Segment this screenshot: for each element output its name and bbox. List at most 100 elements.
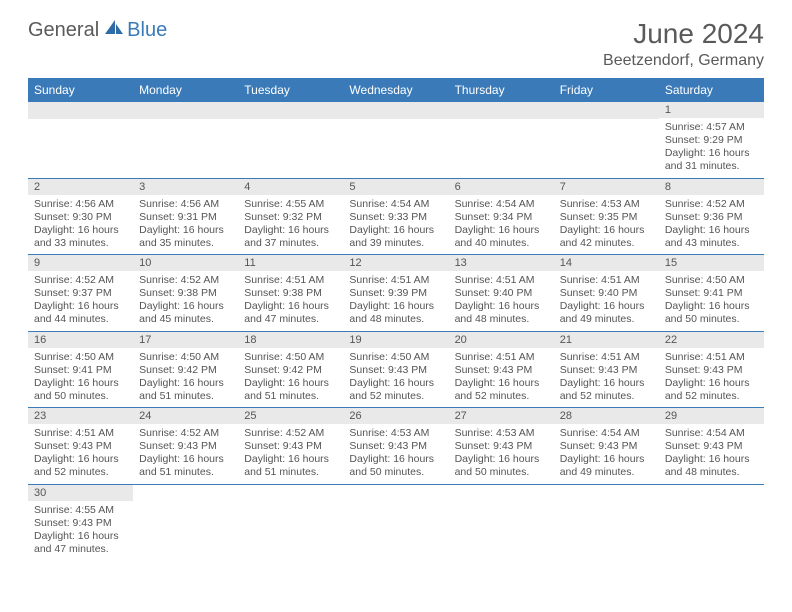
- empty-day-bar: [343, 102, 448, 119]
- calendar-cell: 9Sunrise: 4:52 AMSunset: 9:37 PMDaylight…: [28, 255, 133, 332]
- calendar-cell: 8Sunrise: 4:52 AMSunset: 9:36 PMDaylight…: [659, 178, 764, 255]
- calendar-cell: 26Sunrise: 4:53 AMSunset: 9:43 PMDayligh…: [343, 408, 448, 485]
- weekday-header: Wednesday: [343, 78, 448, 102]
- month-title: June 2024: [603, 18, 764, 50]
- day-number: 5: [343, 179, 448, 195]
- day-details: Sunrise: 4:52 AMSunset: 9:43 PMDaylight:…: [238, 424, 343, 484]
- day-number: 20: [449, 332, 554, 348]
- day-number: 17: [133, 332, 238, 348]
- day-details: Sunrise: 4:57 AMSunset: 9:29 PMDaylight:…: [659, 118, 764, 178]
- logo-text-general: General: [28, 19, 99, 42]
- day-details: Sunrise: 4:53 AMSunset: 9:43 PMDaylight:…: [449, 424, 554, 484]
- calendar-cell: 30Sunrise: 4:55 AMSunset: 9:43 PMDayligh…: [28, 484, 133, 560]
- day-details: Sunrise: 4:55 AMSunset: 9:43 PMDaylight:…: [28, 501, 133, 561]
- day-number: 4: [238, 179, 343, 195]
- title-block: June 2024 Beetzendorf, Germany: [603, 18, 764, 70]
- day-details: Sunrise: 4:54 AMSunset: 9:33 PMDaylight:…: [343, 195, 448, 255]
- calendar-cell: 12Sunrise: 4:51 AMSunset: 9:39 PMDayligh…: [343, 255, 448, 332]
- calendar-cell: 13Sunrise: 4:51 AMSunset: 9:40 PMDayligh…: [449, 255, 554, 332]
- calendar-cell: 23Sunrise: 4:51 AMSunset: 9:43 PMDayligh…: [28, 408, 133, 485]
- day-details: Sunrise: 4:50 AMSunset: 9:41 PMDaylight:…: [28, 348, 133, 408]
- calendar-row: 16Sunrise: 4:50 AMSunset: 9:41 PMDayligh…: [28, 331, 764, 408]
- day-number: 8: [659, 179, 764, 195]
- calendar-cell: 6Sunrise: 4:54 AMSunset: 9:34 PMDaylight…: [449, 178, 554, 255]
- day-number: 19: [343, 332, 448, 348]
- calendar-cell: 1Sunrise: 4:57 AMSunset: 9:29 PMDaylight…: [659, 102, 764, 178]
- day-details: Sunrise: 4:51 AMSunset: 9:43 PMDaylight:…: [449, 348, 554, 408]
- calendar-cell: [133, 102, 238, 178]
- day-details: Sunrise: 4:54 AMSunset: 9:34 PMDaylight:…: [449, 195, 554, 255]
- day-details: Sunrise: 4:50 AMSunset: 9:41 PMDaylight:…: [659, 271, 764, 331]
- day-details: Sunrise: 4:55 AMSunset: 9:32 PMDaylight:…: [238, 195, 343, 255]
- calendar-cell: 3Sunrise: 4:56 AMSunset: 9:31 PMDaylight…: [133, 178, 238, 255]
- weekday-header: Saturday: [659, 78, 764, 102]
- day-details: Sunrise: 4:54 AMSunset: 9:43 PMDaylight:…: [659, 424, 764, 484]
- day-number: 21: [554, 332, 659, 348]
- day-number: 27: [449, 408, 554, 424]
- day-details: Sunrise: 4:52 AMSunset: 9:38 PMDaylight:…: [133, 271, 238, 331]
- calendar-cell: [238, 484, 343, 560]
- day-details: Sunrise: 4:51 AMSunset: 9:38 PMDaylight:…: [238, 271, 343, 331]
- day-number: 18: [238, 332, 343, 348]
- calendar-cell: [343, 484, 448, 560]
- calendar-row: 9Sunrise: 4:52 AMSunset: 9:37 PMDaylight…: [28, 255, 764, 332]
- calendar-cell: [28, 102, 133, 178]
- day-details: Sunrise: 4:50 AMSunset: 9:42 PMDaylight:…: [133, 348, 238, 408]
- calendar-cell: 19Sunrise: 4:50 AMSunset: 9:43 PMDayligh…: [343, 331, 448, 408]
- day-details: Sunrise: 4:51 AMSunset: 9:43 PMDaylight:…: [659, 348, 764, 408]
- day-details: Sunrise: 4:50 AMSunset: 9:42 PMDaylight:…: [238, 348, 343, 408]
- calendar-cell: 16Sunrise: 4:50 AMSunset: 9:41 PMDayligh…: [28, 331, 133, 408]
- day-details: Sunrise: 4:52 AMSunset: 9:36 PMDaylight:…: [659, 195, 764, 255]
- empty-day-bar: [238, 102, 343, 119]
- calendar-cell: 5Sunrise: 4:54 AMSunset: 9:33 PMDaylight…: [343, 178, 448, 255]
- day-details: Sunrise: 4:51 AMSunset: 9:43 PMDaylight:…: [28, 424, 133, 484]
- weekday-header: Thursday: [449, 78, 554, 102]
- calendar-cell: [449, 102, 554, 178]
- calendar-cell: [449, 484, 554, 560]
- calendar-table: SundayMondayTuesdayWednesdayThursdayFrid…: [28, 78, 764, 560]
- day-number: 24: [133, 408, 238, 424]
- day-number: 7: [554, 179, 659, 195]
- calendar-cell: 7Sunrise: 4:53 AMSunset: 9:35 PMDaylight…: [554, 178, 659, 255]
- weekday-header: Tuesday: [238, 78, 343, 102]
- day-details: Sunrise: 4:51 AMSunset: 9:43 PMDaylight:…: [554, 348, 659, 408]
- header: General Blue June 2024 Beetzendorf, Germ…: [0, 0, 792, 78]
- calendar-cell: 14Sunrise: 4:51 AMSunset: 9:40 PMDayligh…: [554, 255, 659, 332]
- day-number: 10: [133, 255, 238, 271]
- calendar-cell: 27Sunrise: 4:53 AMSunset: 9:43 PMDayligh…: [449, 408, 554, 485]
- day-details: Sunrise: 4:51 AMSunset: 9:40 PMDaylight:…: [449, 271, 554, 331]
- calendar-header-row: SundayMondayTuesdayWednesdayThursdayFrid…: [28, 78, 764, 102]
- calendar-cell: [554, 484, 659, 560]
- day-number: 13: [449, 255, 554, 271]
- day-details: Sunrise: 4:53 AMSunset: 9:43 PMDaylight:…: [343, 424, 448, 484]
- day-number: 22: [659, 332, 764, 348]
- calendar-cell: [133, 484, 238, 560]
- calendar-cell: 18Sunrise: 4:50 AMSunset: 9:42 PMDayligh…: [238, 331, 343, 408]
- day-number: 23: [28, 408, 133, 424]
- calendar-cell: 20Sunrise: 4:51 AMSunset: 9:43 PMDayligh…: [449, 331, 554, 408]
- day-number: 15: [659, 255, 764, 271]
- calendar-cell: 22Sunrise: 4:51 AMSunset: 9:43 PMDayligh…: [659, 331, 764, 408]
- day-number: 3: [133, 179, 238, 195]
- day-number: 26: [343, 408, 448, 424]
- calendar-row: 23Sunrise: 4:51 AMSunset: 9:43 PMDayligh…: [28, 408, 764, 485]
- calendar-row: 2Sunrise: 4:56 AMSunset: 9:30 PMDaylight…: [28, 178, 764, 255]
- location-label: Beetzendorf, Germany: [603, 52, 764, 70]
- weekday-header: Sunday: [28, 78, 133, 102]
- day-details: Sunrise: 4:52 AMSunset: 9:37 PMDaylight:…: [28, 271, 133, 331]
- day-number: 9: [28, 255, 133, 271]
- calendar-cell: 4Sunrise: 4:55 AMSunset: 9:32 PMDaylight…: [238, 178, 343, 255]
- calendar-cell: [659, 484, 764, 560]
- empty-day-bar: [133, 102, 238, 119]
- calendar-cell: 10Sunrise: 4:52 AMSunset: 9:38 PMDayligh…: [133, 255, 238, 332]
- day-number: 28: [554, 408, 659, 424]
- calendar-cell: [238, 102, 343, 178]
- day-number: 11: [238, 255, 343, 271]
- day-details: Sunrise: 4:56 AMSunset: 9:31 PMDaylight:…: [133, 195, 238, 255]
- day-number: 30: [28, 485, 133, 501]
- day-details: Sunrise: 4:54 AMSunset: 9:43 PMDaylight:…: [554, 424, 659, 484]
- day-number: 2: [28, 179, 133, 195]
- day-details: Sunrise: 4:51 AMSunset: 9:40 PMDaylight:…: [554, 271, 659, 331]
- empty-day-bar: [554, 102, 659, 119]
- calendar-cell: [554, 102, 659, 178]
